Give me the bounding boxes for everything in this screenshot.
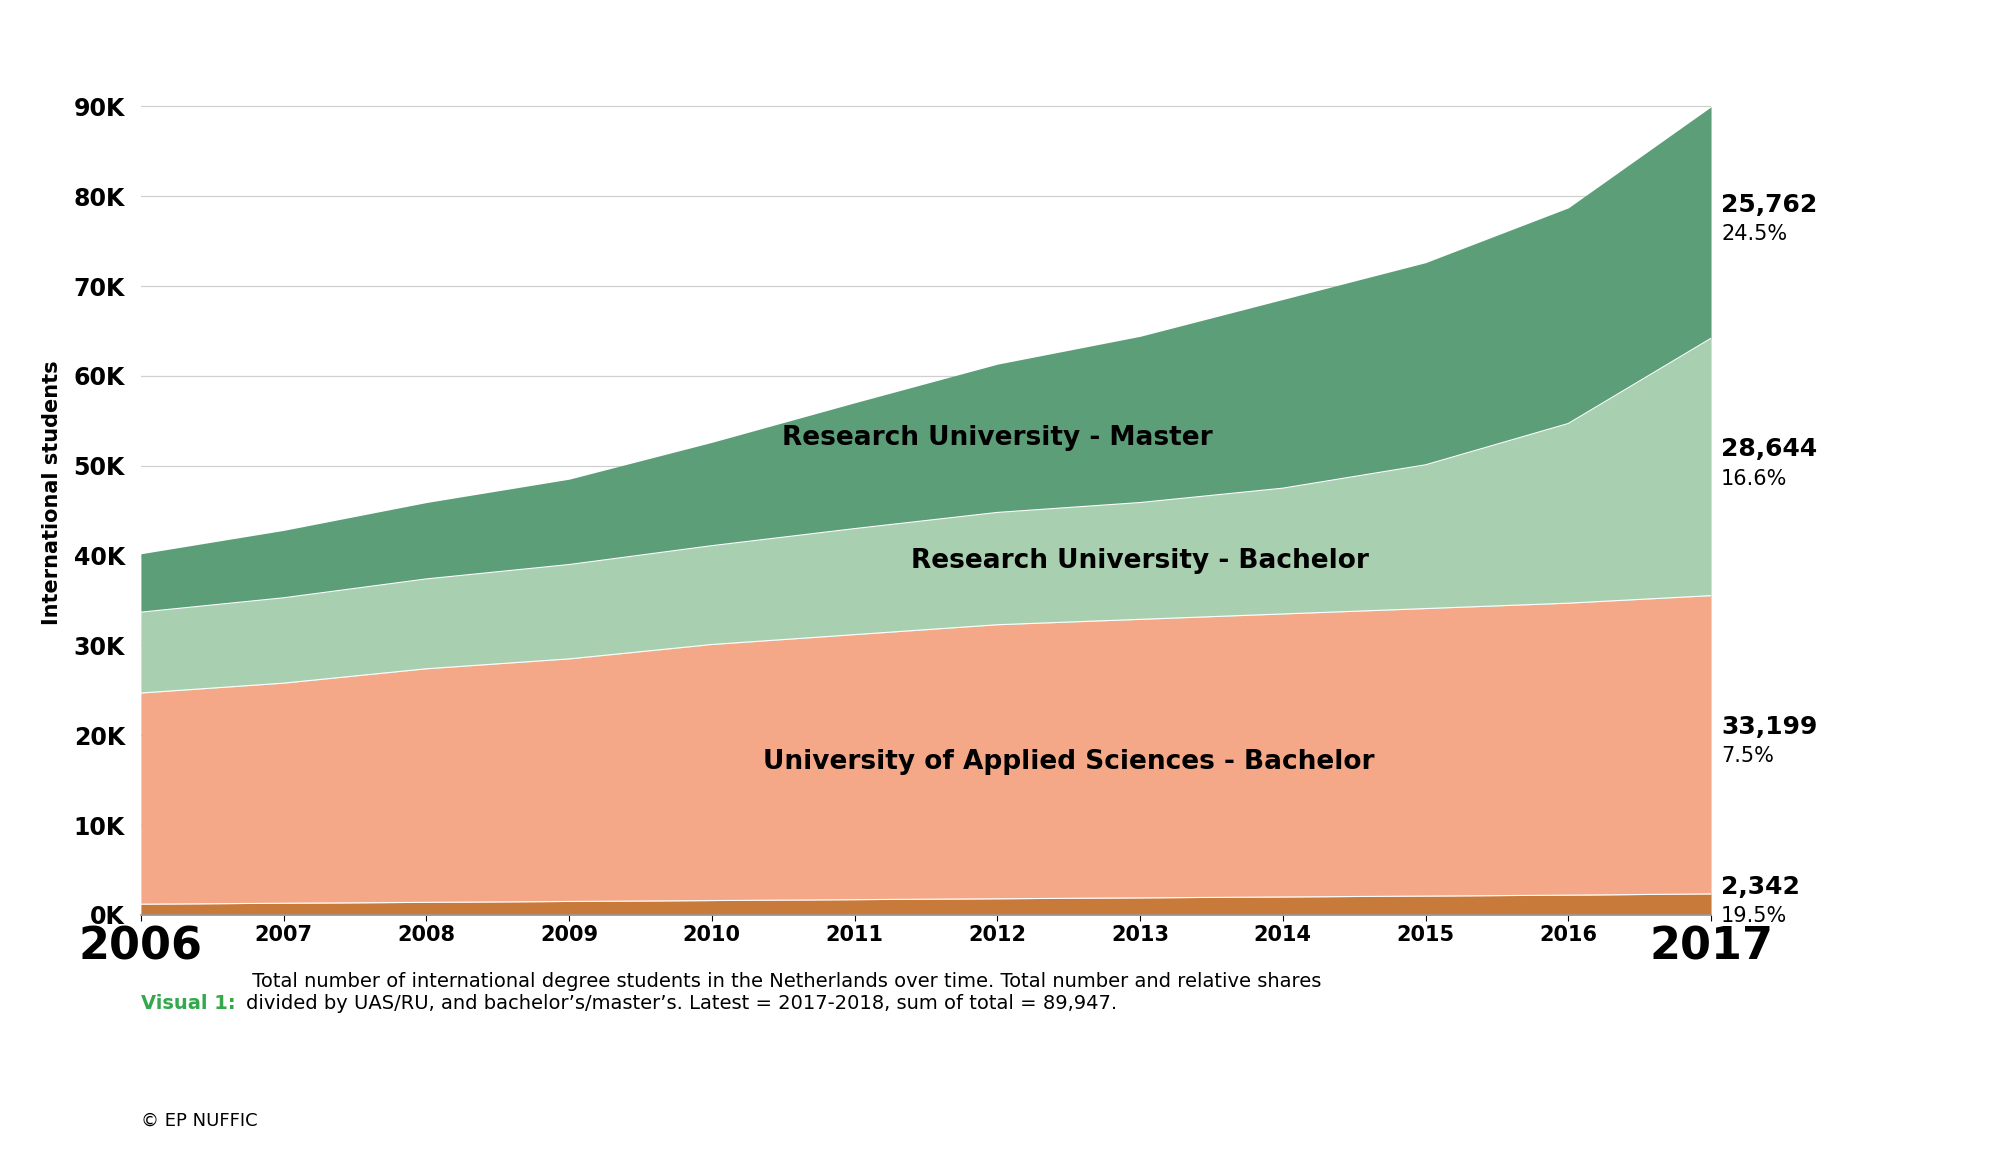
Text: © EP NUFFIC: © EP NUFFIC: [141, 1112, 258, 1130]
Text: Total number of international degree students in the Netherlands over time. Tota: Total number of international degree stu…: [246, 971, 1321, 1012]
Text: 16.6%: 16.6%: [1721, 469, 1788, 489]
Y-axis label: International students: International students: [42, 360, 62, 625]
Text: 7.5%: 7.5%: [1721, 746, 1773, 766]
Text: Visual 1:: Visual 1:: [141, 994, 236, 1012]
Text: 19.5%: 19.5%: [1721, 907, 1788, 927]
Text: Research University - Bachelor: Research University - Bachelor: [912, 548, 1369, 574]
Text: 28,644: 28,644: [1721, 438, 1818, 461]
Text: University of Applied Sciences - Bachelor: University of Applied Sciences - Bachelo…: [763, 750, 1375, 775]
Text: 24.5%: 24.5%: [1721, 224, 1788, 244]
Text: 33,199: 33,199: [1721, 716, 1818, 739]
Text: 25,762: 25,762: [1721, 192, 1818, 217]
Text: Research University - Master: Research University - Master: [781, 426, 1212, 452]
Text: 2,342: 2,342: [1721, 875, 1800, 899]
